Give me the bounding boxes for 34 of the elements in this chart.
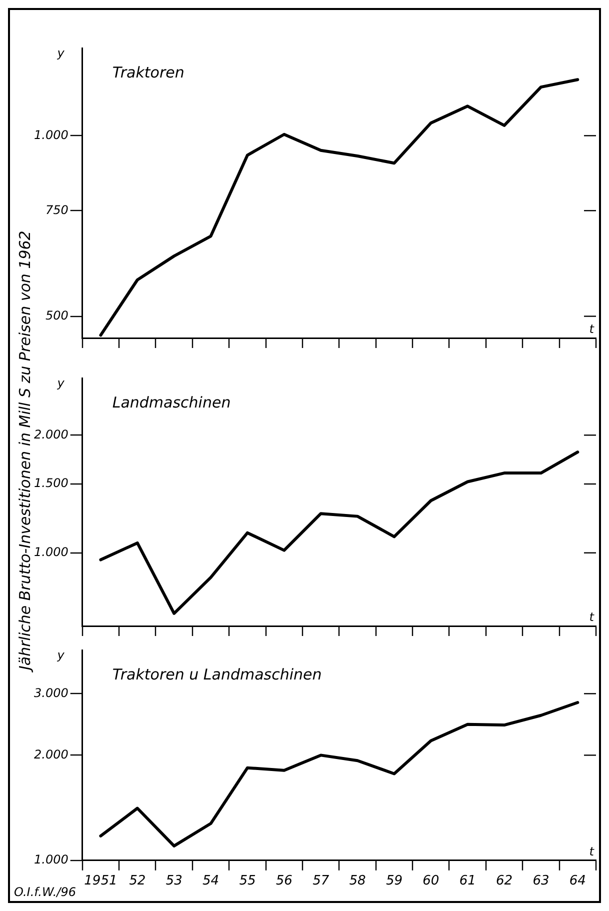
x-axis-title: t <box>589 610 596 624</box>
y-tick-label: 1.500 <box>34 476 69 490</box>
y-tick-label: 1.000 <box>34 128 69 142</box>
y-axis-title: y <box>56 376 66 390</box>
x-tick-label: 56 <box>276 874 292 889</box>
x-tick-label: 1951 <box>84 874 118 889</box>
y-axis-title: y <box>56 46 66 60</box>
x-tick-label: 57 <box>312 874 330 889</box>
x-tick-label: 62 <box>496 874 513 889</box>
x-tick-label: 60 <box>422 874 440 889</box>
text: O.I.f.W./96 <box>14 885 76 899</box>
y-tick-label: 1.000 <box>34 852 69 867</box>
text: Traktoren <box>112 63 184 82</box>
x-tick-label: 64 <box>569 874 586 889</box>
x-tick-label: 61 <box>459 874 476 889</box>
y-tick-label: 750 <box>45 202 69 217</box>
x-tick-label: 54 <box>202 874 220 889</box>
text: Traktoren u Landmaschinen <box>112 665 322 684</box>
x-axis-title: t <box>589 322 596 336</box>
x-tick-label: 63 <box>532 874 550 889</box>
y-tick-label: 2.000 <box>34 747 69 762</box>
text: Jährliche Brutto-Investitionen in Mill S zu Preisen von 1962 <box>15 230 34 670</box>
y-tick-label: 2.000 <box>34 427 69 442</box>
x-tick-label: 53 <box>166 874 182 889</box>
y-tick-label: 1.000 <box>34 544 69 559</box>
y-tick-label: 500 <box>45 308 69 322</box>
x-axis-title: t <box>589 844 596 859</box>
x-tick-label: 52 <box>129 874 146 889</box>
y-axis-title: y <box>56 648 66 662</box>
x-tick-label: 55 <box>239 874 256 889</box>
x-tick-label: 59 <box>386 874 402 889</box>
text: Landmaschinen <box>112 393 231 412</box>
y-tick-label: 3.000 <box>34 686 69 700</box>
x-tick-label: 58 <box>349 874 366 889</box>
